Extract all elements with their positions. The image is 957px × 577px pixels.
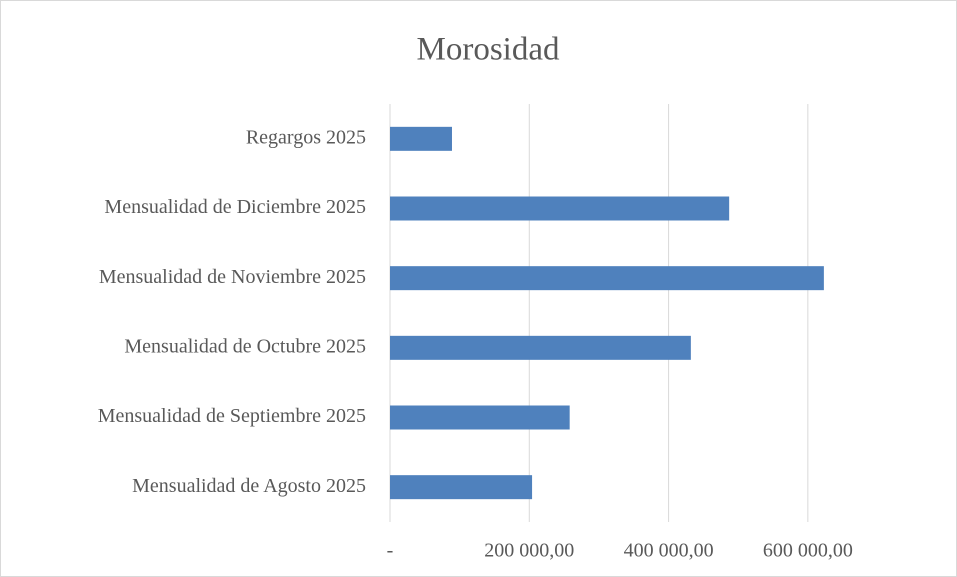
- y-tick-label: Mensualidad de Octubre 2025: [124, 335, 366, 357]
- x-tick-label: 200 000,00: [484, 540, 574, 562]
- bar: [390, 335, 691, 360]
- y-tick-label: Mensualidad de Diciembre 2025: [104, 196, 366, 218]
- bar: [390, 126, 452, 151]
- y-tick-label: Mensualidad de Noviembre 2025: [99, 266, 366, 288]
- y-tick-label: Regargos 2025: [246, 126, 366, 148]
- bar: [390, 196, 730, 221]
- y-tick-label: Mensualidad de Septiembre 2025: [98, 405, 366, 427]
- bar: [390, 405, 570, 430]
- bar: [390, 475, 533, 500]
- chart-title: Morosidad: [417, 32, 560, 68]
- bar: [390, 266, 824, 291]
- y-tick-label: Mensualidad de Agosto 2025: [132, 475, 366, 497]
- x-tick-label: -: [387, 540, 394, 562]
- x-tick-label: 600 000,00: [763, 540, 853, 562]
- x-tick-label: 400 000,00: [624, 540, 714, 562]
